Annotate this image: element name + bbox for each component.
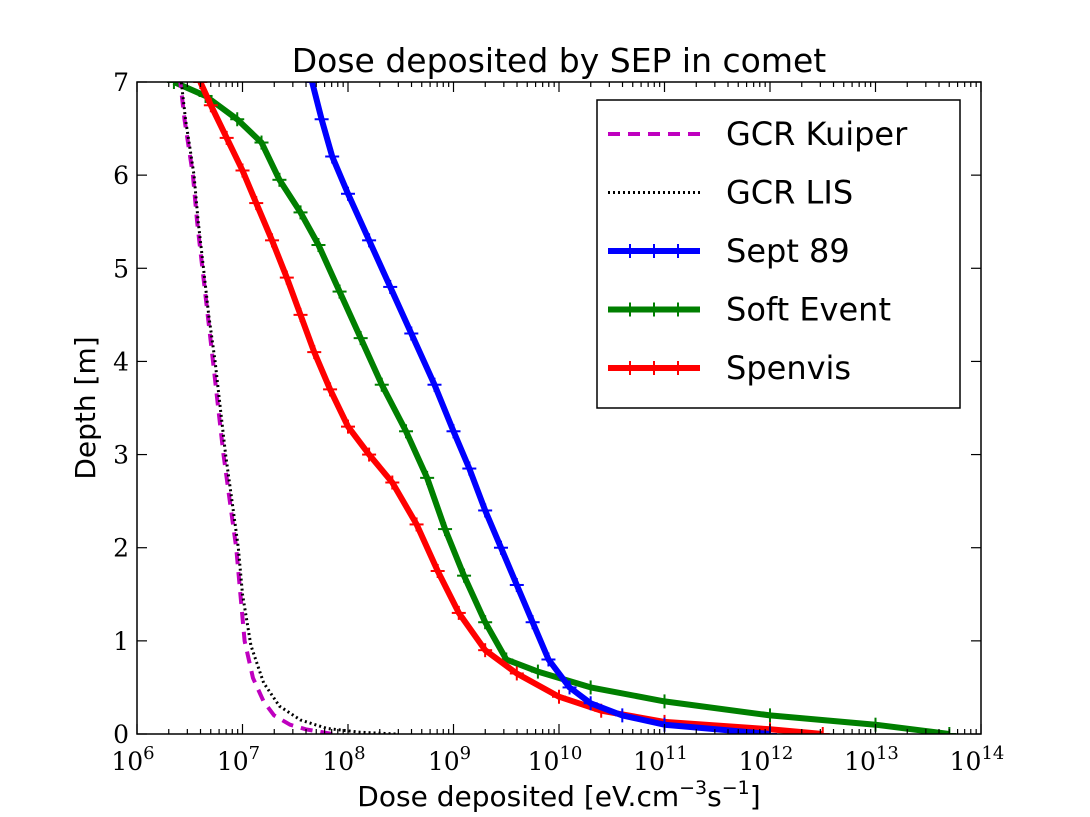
x-tick-label: 1011 (633, 743, 688, 776)
x-axis-label-mid: s (707, 780, 722, 813)
x-tick-label: 1012 (739, 743, 794, 776)
chart-title: Dose deposited by SEP in comet (292, 41, 827, 80)
x-tick-label: 107 (217, 743, 260, 776)
x-tick-label: 108 (322, 743, 365, 776)
x-axis-label-end: ] (750, 780, 761, 813)
y-tick-label: 7 (113, 68, 129, 97)
y-tick-label: 6 (113, 161, 129, 190)
x-axis-label-exp2: −1 (722, 777, 750, 799)
y-tick-label: 2 (113, 534, 129, 563)
series-line-soft-event (172, 82, 950, 734)
y-tick-label: 1 (113, 627, 129, 656)
x-axis-label-main: Dose deposited [eV.cm (357, 780, 679, 813)
x-axis-label-exp1: −3 (679, 777, 707, 799)
y-tick-label: 3 (113, 441, 129, 470)
series-layer (166, 82, 957, 734)
legend-label: GCR LIS (726, 174, 853, 212)
x-tick-label: 1010 (528, 743, 583, 776)
y-tick-label: 0 (113, 720, 129, 749)
x-tick-label: 1014 (950, 743, 1005, 776)
y-axis-label: Depth [m] (69, 336, 102, 479)
axes-frame (136, 81, 982, 735)
legend: GCR Kuiper GCR LIS Sept 89 Soft Event Spenvi… (596, 99, 961, 409)
x-tick-label: 106 (111, 743, 154, 776)
y-tick-label: 5 (113, 254, 129, 283)
tick-layer: 106 107 108 109 1010 1011 1012 1013 1014 0 1 2 3 4 5 6 7 (111, 68, 1004, 776)
legend-label: GCR Kuiper (726, 115, 908, 153)
legend-label: Spenvis (726, 349, 851, 387)
series-line-gcr-lis (179, 82, 396, 734)
legend-label: Soft Event (726, 291, 891, 329)
x-axis-label: Dose deposited [eV.cm−3s−1] (357, 777, 760, 813)
legend-label: Sept 89 (726, 232, 850, 270)
x-tick-label: 109 (428, 743, 471, 776)
y-tick-label: 4 (113, 347, 129, 376)
series-line-sept-89 (309, 82, 771, 734)
x-tick-label: 1013 (844, 743, 899, 776)
